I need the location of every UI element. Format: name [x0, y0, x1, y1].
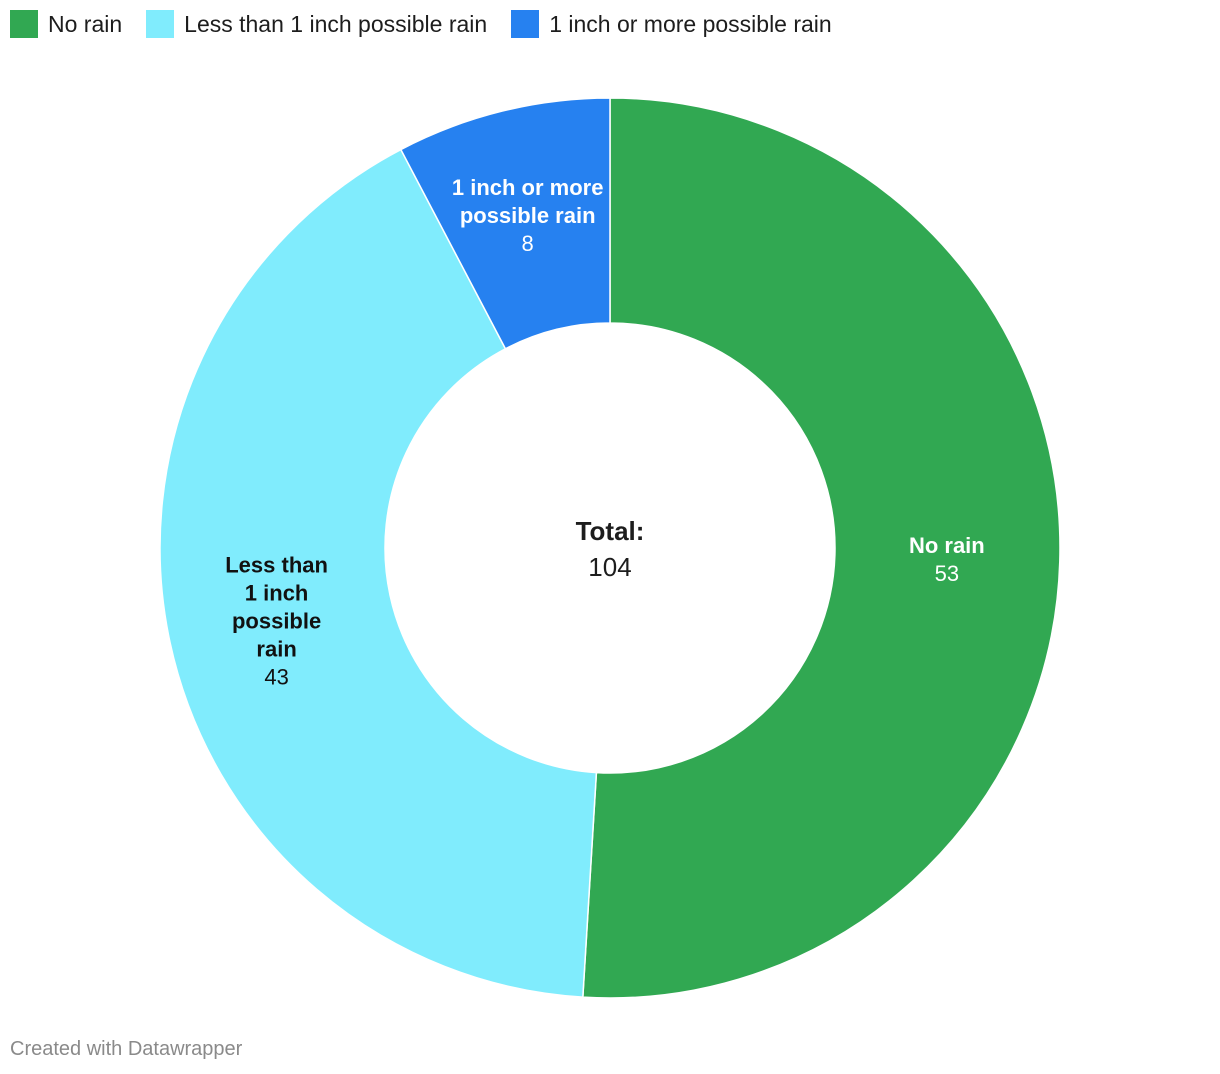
- center-total-title: Total:: [576, 516, 645, 546]
- legend-swatch-1-inch-or-more: [511, 10, 540, 38]
- slice-label-1-inch-or-more-line-1: 1 inch or more: [452, 175, 604, 200]
- slice-label-less-than-1-inch-line-4: rain: [256, 637, 296, 662]
- slice-value-1-inch-or-more: 8: [522, 231, 534, 256]
- legend-label-no-rain: No rain: [48, 11, 123, 37]
- slice-less-than-1-inch: [159, 148, 598, 998]
- chart-legend: No rain Less than 1 inch possible rain 1…: [10, 10, 832, 38]
- legend-label-1-inch-or-more: 1 inch or more possible rain: [549, 11, 832, 37]
- slice-value-no-rain: 53: [935, 561, 959, 586]
- legend-item-no-rain: No rain: [10, 10, 122, 38]
- footer-credit: Created with Datawrapper: [10, 1038, 243, 1060]
- legend-swatch-less-than-1-inch: [146, 10, 175, 38]
- slice-label-no-rain-line-1: No rain: [909, 533, 985, 558]
- slice-label-less-than-1-inch-line-3: possible: [232, 609, 321, 634]
- legend-item-1-inch-or-more: 1 inch or more possible rain: [511, 10, 832, 38]
- slice-1-inch-or-more: [399, 97, 611, 350]
- center-total-value: 104: [588, 552, 631, 582]
- legend-label-less-than-1-inch: Less than 1 inch possible rain: [184, 11, 488, 37]
- slice-label-less-than-1-inch-line-2: 1 inch: [245, 581, 309, 606]
- slice-label-1-inch-or-more-line-2: possible rain: [460, 203, 596, 228]
- donut-slices: [159, 97, 1061, 999]
- legend-swatch-no-rain: [10, 10, 38, 38]
- slice-label-less-than-1-inch-line-1: Less than: [225, 553, 328, 578]
- slice-no-rain: [582, 97, 1061, 999]
- slice-value-less-than-1-inch: 43: [264, 665, 288, 690]
- legend-item-less-than-1-inch: Less than 1 inch possible rain: [146, 10, 487, 38]
- donut-slice-labels: No rain 53 Less than 1 inch possible rain 43 1 …: [225, 175, 985, 690]
